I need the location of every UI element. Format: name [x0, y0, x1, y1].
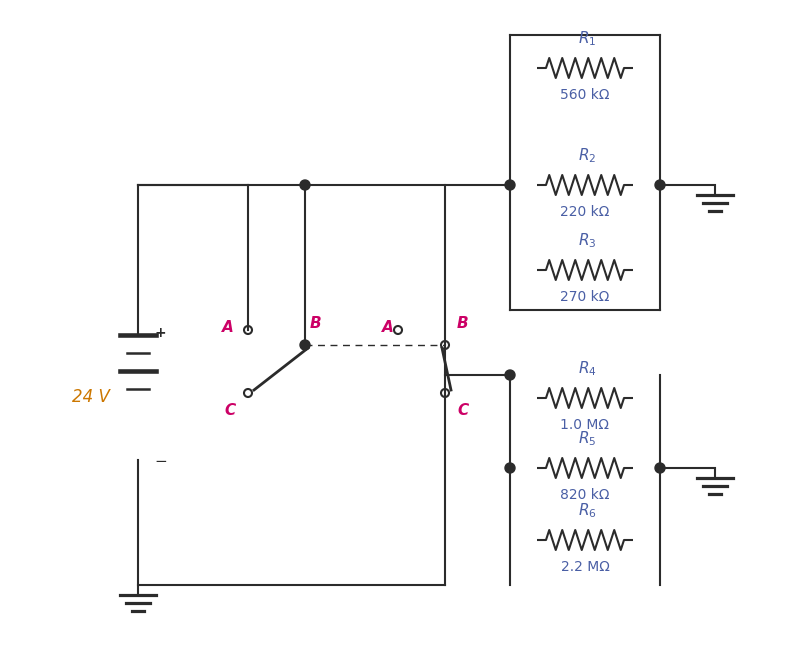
Circle shape [505, 180, 515, 190]
Text: 220 kΩ: 220 kΩ [561, 205, 610, 219]
Text: $R_{6}$: $R_{6}$ [578, 501, 596, 520]
Text: C: C [225, 403, 236, 418]
Text: $R_{5}$: $R_{5}$ [578, 429, 596, 448]
Text: A: A [222, 321, 234, 336]
Text: $R_{3}$: $R_{3}$ [578, 231, 596, 250]
Text: 270 kΩ: 270 kΩ [561, 290, 610, 304]
Text: −: − [154, 455, 167, 469]
Text: A: A [382, 321, 394, 336]
Text: 24 V: 24 V [72, 389, 110, 407]
Circle shape [505, 370, 515, 380]
Text: B: B [310, 316, 322, 331]
Text: 820 kΩ: 820 kΩ [561, 488, 610, 502]
Text: B: B [457, 316, 468, 331]
Text: C: C [457, 403, 468, 418]
Text: $R_{1}$: $R_{1}$ [578, 29, 596, 48]
Circle shape [655, 463, 665, 473]
Text: $R_{4}$: $R_{4}$ [578, 360, 596, 378]
Circle shape [300, 340, 310, 350]
Text: +: + [154, 326, 166, 340]
Circle shape [655, 180, 665, 190]
Text: $R_{2}$: $R_{2}$ [578, 146, 596, 165]
Text: 560 kΩ: 560 kΩ [561, 88, 610, 102]
Text: 2.2 MΩ: 2.2 MΩ [561, 560, 610, 574]
Text: 1.0 MΩ: 1.0 MΩ [561, 418, 610, 432]
Circle shape [300, 180, 310, 190]
Circle shape [505, 463, 515, 473]
